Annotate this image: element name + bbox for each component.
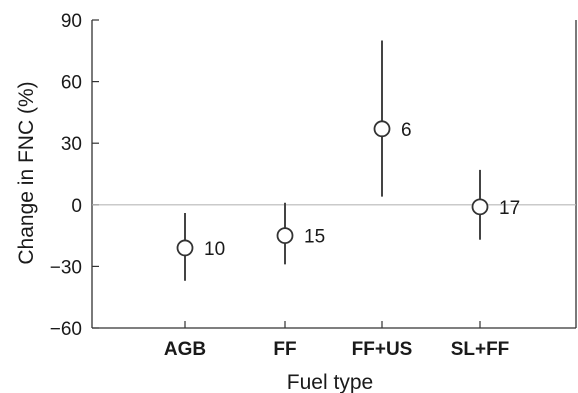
sample-size-label: 15 <box>304 227 325 248</box>
y-tick-label: −30 <box>50 257 82 278</box>
y-axis: 90 60 30 0 −30 −60 <box>50 11 99 340</box>
sample-size-label: 17 <box>499 198 520 219</box>
y-axis-title: Change in FNC (%) <box>15 81 38 264</box>
data-point <box>176 239 194 257</box>
x-tick-label: FF+US <box>352 339 413 360</box>
data-marks: 10 15 6 17 <box>176 40 520 281</box>
sample-size-label: 6 <box>401 120 412 141</box>
x-tick-label: FF <box>273 339 296 360</box>
y-tick-label: 90 <box>61 11 82 32</box>
x-tick-label: SL+FF <box>451 339 510 360</box>
x-axis-title: Fuel type <box>287 371 373 393</box>
y-tick-label: 0 <box>71 196 82 217</box>
plot-frame <box>91 20 577 329</box>
y-tick-label: −60 <box>50 319 82 340</box>
y-tick-label: 60 <box>61 73 82 94</box>
x-tick-label: AGB <box>164 339 206 360</box>
y-tick-label: 30 <box>61 134 82 155</box>
data-point <box>373 120 391 138</box>
data-point <box>276 227 294 245</box>
sample-size-label: 10 <box>204 239 225 260</box>
x-axis: AGB FF FF+US SL+FF <box>164 321 509 360</box>
data-point <box>471 198 489 216</box>
